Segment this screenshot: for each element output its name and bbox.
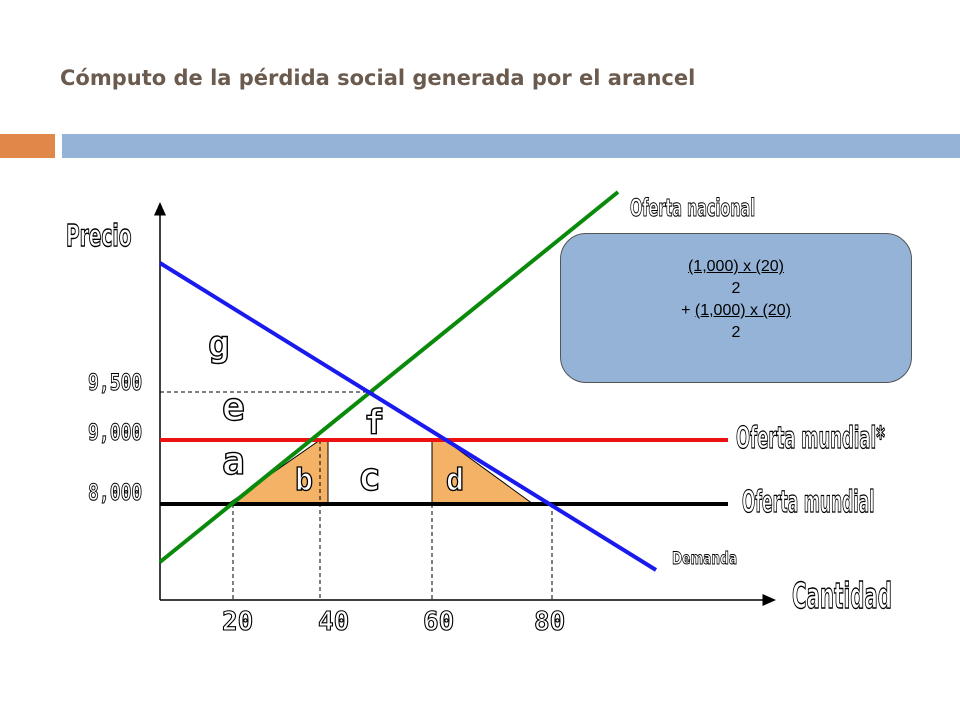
- oferta-nacional-line: [158, 190, 620, 564]
- oferta-mundial-tariff-label: Oferta mundial*: [736, 421, 885, 456]
- formula-line-4: 2: [731, 324, 741, 341]
- area-label-a: a: [222, 439, 245, 483]
- area-label-f: f: [364, 403, 384, 443]
- y-tick-8000: 8,000: [88, 479, 142, 505]
- area-label-e: e: [222, 385, 245, 429]
- y-axis-label: Precio: [66, 218, 132, 253]
- accent-bar-blue: [62, 134, 960, 158]
- slide-title: Cómputo de la pérdida social generada po…: [60, 66, 696, 90]
- x-tick-80: 80: [534, 607, 565, 637]
- x-tick-20: 20: [222, 607, 253, 637]
- area-label-c: c: [358, 455, 381, 499]
- formula-line-1: (1,000) x (20): [687, 258, 785, 275]
- y-tick-9500: 9,500: [88, 369, 142, 395]
- area-label-b: b: [295, 463, 313, 498]
- formula-line-2: 2: [731, 280, 741, 297]
- oferta-nacional-label: Oferta nacional: [630, 194, 755, 222]
- x-tick-60: 60: [423, 607, 454, 637]
- area-label-g: g: [208, 324, 230, 365]
- y-tick-9000: 9,000: [88, 419, 142, 445]
- formula-plus: +: [681, 302, 695, 319]
- x-axis-label: Cantidad: [792, 575, 892, 617]
- area-label-d: d: [446, 463, 464, 498]
- x-tick-40: 40: [318, 607, 349, 637]
- oferta-mundial-label: Oferta mundial: [742, 484, 874, 519]
- accent-bar-orange: [0, 134, 55, 158]
- demanda-line: [158, 261, 658, 572]
- demanda-label: Demanda: [672, 549, 737, 569]
- formula-line-3: (1,000) x (20): [694, 302, 791, 319]
- formula-box: (1,000) x (20) 2 + (1,000) x (20) 2: [560, 233, 912, 383]
